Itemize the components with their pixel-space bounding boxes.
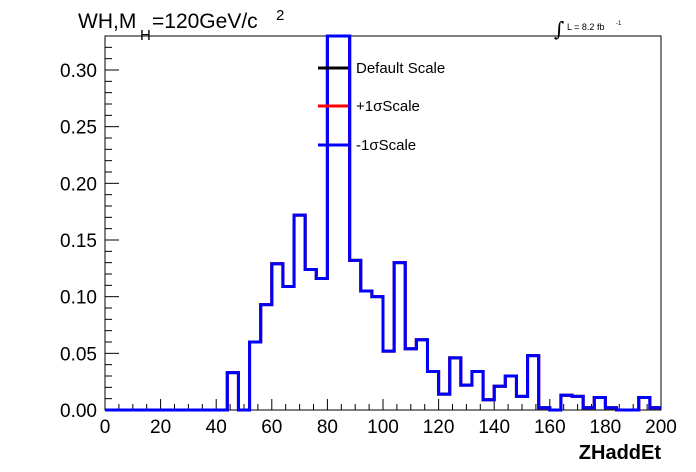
title-superscript: 2 xyxy=(276,7,284,24)
y-tick-label: 0.00 xyxy=(60,401,97,422)
x-tick-label: 180 xyxy=(590,417,622,438)
x-tick-label: 160 xyxy=(534,417,566,438)
legend: Default Scale +1σScale -1σScale xyxy=(318,60,445,154)
x-axis-label: ZHaddEt xyxy=(579,442,662,464)
luminosity-label: ∫ L = 8.2 fb -1 xyxy=(554,17,622,41)
x-tick-label: 40 xyxy=(206,417,227,438)
x-tick-label: 200 xyxy=(645,417,677,438)
axes: 0 20 40 60 80 100 120 140 160 180 200 0.00 0.05 0.10 0… xyxy=(60,35,677,438)
x-tick-label: 140 xyxy=(478,417,510,438)
y-tick-label: 0.30 xyxy=(60,61,97,82)
integral-symbol: ∫ xyxy=(554,17,564,41)
x-tick-label: 100 xyxy=(367,417,399,438)
lumi-text: L = 8.2 fb xyxy=(567,22,604,32)
y-tick-label: 0.10 xyxy=(60,288,97,309)
x-tick-label: 120 xyxy=(423,417,455,438)
x-tick-label: 0 xyxy=(100,417,111,438)
legend-entry-label: -1σScale xyxy=(356,137,416,154)
y-tick-label: 0.15 xyxy=(60,231,97,252)
legend-entry-label: +1σScale xyxy=(356,98,420,115)
y-tick-label: 0.05 xyxy=(60,344,97,365)
x-tick-label: 60 xyxy=(261,417,282,438)
series-line-2 xyxy=(105,34,661,412)
title-main: WH,M xyxy=(78,10,136,33)
x-tick-label: 20 xyxy=(150,417,171,438)
title-rest: =120GeV/c xyxy=(152,10,258,33)
legend-entry-label: Default Scale xyxy=(356,60,445,77)
chart-title: WH,M H =120GeV/c 2 xyxy=(78,7,284,44)
series-layer xyxy=(105,34,661,412)
y-tick-label: 0.25 xyxy=(60,118,97,139)
series-line-1 xyxy=(105,34,661,412)
x-tick-label: 80 xyxy=(317,417,338,438)
series-line-3 xyxy=(105,34,661,412)
lumi-superscript: -1 xyxy=(616,21,622,27)
y-tick-label: 0.20 xyxy=(60,174,97,195)
plot-frame xyxy=(104,35,662,411)
